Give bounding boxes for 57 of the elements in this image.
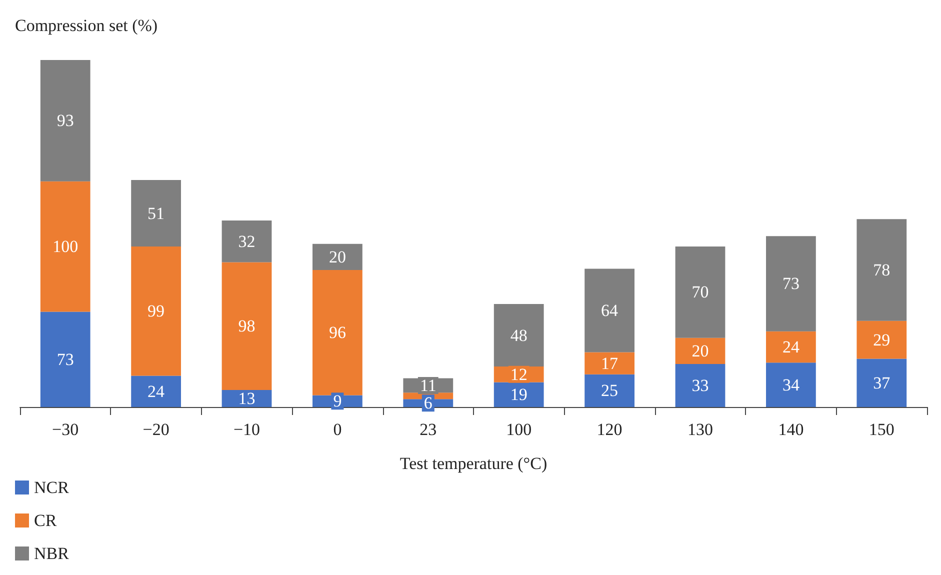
data-label: 17 [601, 354, 619, 373]
x-axis-title: Test temperature (°C) [400, 454, 548, 473]
data-label: 78 [873, 260, 890, 280]
bar [40, 181, 90, 312]
data-label: 64 [601, 300, 619, 320]
bar [856, 219, 907, 321]
data-label: 12 [510, 364, 528, 384]
x-tick-label: −30 [52, 420, 79, 439]
data-label: 24 [148, 382, 166, 401]
data-label: 99 [148, 302, 165, 321]
data-label: 93 [56, 111, 74, 130]
data-label: 11 [420, 376, 436, 395]
bar [494, 304, 544, 367]
bar [675, 246, 726, 338]
data-label: 70 [692, 282, 709, 302]
bar [766, 236, 816, 332]
x-tick-label: 140 [778, 420, 804, 439]
bar [584, 268, 634, 352]
data-label: 20 [692, 341, 709, 360]
data-label: 48 [510, 326, 528, 345]
data-label: 100 [52, 237, 78, 256]
data-label: 34 [782, 375, 800, 394]
data-label: 98 [238, 316, 256, 336]
bar [40, 312, 90, 407]
bar [40, 60, 90, 182]
bar [131, 246, 181, 376]
data-label: 32 [238, 232, 256, 251]
x-tick-label: 100 [506, 420, 532, 439]
x-tick-label: −20 [142, 420, 170, 439]
data-label: 9 [333, 392, 342, 411]
x-tick-label: 130 [688, 420, 713, 439]
bar [856, 358, 907, 407]
data-label: 25 [601, 381, 618, 400]
data-label: 19 [510, 385, 528, 404]
legend-label: NCR [34, 478, 70, 497]
legend-label: CR [34, 511, 58, 530]
data-label: 24 [782, 337, 800, 356]
data-label: 29 [873, 330, 890, 350]
data-label: 6 [424, 394, 432, 413]
x-tick-label: 23 [420, 420, 437, 439]
legend-label: NBR [34, 544, 70, 563]
bar [131, 180, 181, 247]
x-tick-label: 120 [596, 420, 622, 439]
data-label: 33 [692, 376, 709, 395]
bar [312, 270, 362, 396]
data-label: 96 [328, 323, 346, 342]
data-label: 20 [328, 247, 346, 266]
data-label: 73 [56, 350, 74, 369]
x-tick-label: 150 [868, 420, 894, 439]
x-tick-label: 0 [333, 420, 342, 439]
x-tick-label: −10 [233, 420, 260, 439]
y-axis-title: Compression set (%) [15, 16, 158, 35]
data-label: 51 [148, 204, 165, 223]
data-label: 73 [782, 274, 800, 294]
data-label: 37 [873, 373, 891, 392]
bar [222, 262, 272, 390]
data-label: 13 [238, 389, 256, 408]
